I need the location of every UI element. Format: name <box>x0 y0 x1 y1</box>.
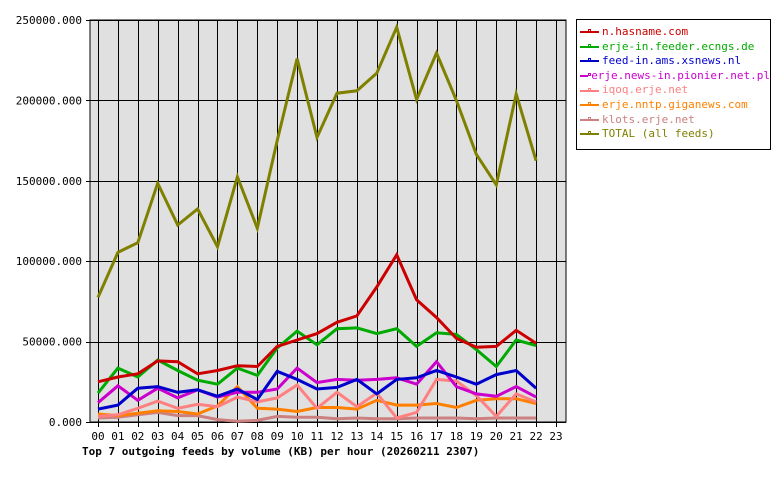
svg-text:14: 14 <box>370 430 384 443</box>
svg-text:03: 03 <box>151 430 164 443</box>
svg-text:21: 21 <box>510 430 523 443</box>
legend-swatch-icon <box>580 29 599 34</box>
legend-swatch-icon <box>580 73 592 78</box>
series-line <box>96 22 538 299</box>
svg-text:11: 11 <box>310 430 323 443</box>
svg-text:20: 20 <box>490 430 503 443</box>
grid-lines <box>86 20 566 427</box>
legend-item: TOTAL (all feeds) <box>580 127 770 142</box>
svg-text:09: 09 <box>271 430 284 443</box>
svg-text:17: 17 <box>430 430 443 443</box>
legend-label: erje-in.feeder.ecngs.de <box>602 39 755 53</box>
series-line <box>97 359 537 404</box>
svg-text:13: 13 <box>350 430 363 443</box>
svg-text:01: 01 <box>111 430 124 443</box>
legend-swatch-icon <box>580 87 599 92</box>
svg-text:12: 12 <box>330 430 343 443</box>
legend-label: klots.erje.net <box>602 112 695 126</box>
svg-text:22: 22 <box>529 430 542 443</box>
svg-text:18: 18 <box>450 430 463 443</box>
chart-caption: Top 7 outgoing feeds by volume (KB) per … <box>82 445 480 458</box>
svg-text:07: 07 <box>231 430 244 443</box>
legend-item: klots.erje.net <box>580 113 770 128</box>
svg-text:16: 16 <box>410 430 423 443</box>
legend-item: feed-in.ams.xsnews.nl <box>580 54 770 69</box>
series-line <box>97 377 537 420</box>
svg-text:08: 08 <box>251 430 264 443</box>
svg-text:04: 04 <box>171 430 185 443</box>
legend-item: n.hasname.com <box>580 25 770 40</box>
series-line <box>97 251 537 384</box>
svg-text:150000.000: 150000.000 <box>16 175 82 188</box>
legend-label: TOTAL (all feeds) <box>602 127 715 141</box>
plot-area <box>89 19 567 423</box>
series-line <box>96 326 537 395</box>
svg-text:10: 10 <box>291 430 304 443</box>
legend-label: erje.news-in.pionier.net.pl <box>591 68 770 82</box>
svg-text:15: 15 <box>390 430 403 443</box>
legend-label: n.hasname.com <box>602 25 689 38</box>
legend-swatch-icon <box>580 116 599 121</box>
svg-text:00: 00 <box>91 430 104 443</box>
legend-item: erje.nntp.giganews.com <box>580 98 770 113</box>
legend-item: erje.news-in.pionier.net.pl <box>580 69 770 84</box>
series-lines <box>96 22 538 423</box>
svg-text:02: 02 <box>131 430 144 443</box>
legend-item: erje-in.feeder.ecngs.de <box>580 40 770 55</box>
svg-text:100000.000: 100000.000 <box>16 255 82 268</box>
svg-text:06: 06 <box>211 430 224 443</box>
x-axis: 00 01 02 03 04 05 06 07 08 09 10 11 12 13 14 15 16 17 18 19… <box>91 430 562 443</box>
legend-swatch-icon <box>580 102 599 107</box>
svg-text:50000.000: 50000.000 <box>22 336 82 349</box>
legend-label: erje.nntp.giganews.com <box>602 97 748 111</box>
series-line <box>97 410 537 423</box>
svg-text:250000.000: 250000.000 <box>16 14 82 27</box>
svg-text:0.000: 0.000 <box>49 416 82 429</box>
legend: n.hasname.com erje-in.feeder.ecngs.de fe… <box>576 19 771 150</box>
legend-swatch-icon <box>580 131 599 136</box>
legend-label: feed-in.ams.xsnews.nl <box>602 54 742 68</box>
legend-swatch-icon <box>580 58 599 63</box>
series-line <box>97 368 538 411</box>
svg-text:200000.000: 200000.000 <box>16 94 82 107</box>
svg-text:19: 19 <box>470 430 483 443</box>
y-axis: 0.000 50000.000 100000.000 150000.000 200000… <box>16 14 82 429</box>
legend-item: iqoq.erje.net <box>580 83 770 98</box>
legend-label: iqoq.erje.net <box>602 83 689 97</box>
svg-text:05: 05 <box>191 430 204 443</box>
legend-swatch-icon <box>580 43 599 48</box>
svg-text:23: 23 <box>549 430 562 443</box>
